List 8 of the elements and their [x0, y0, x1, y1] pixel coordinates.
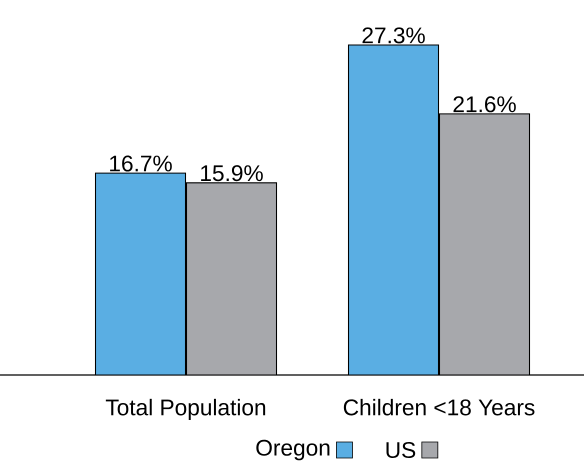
legend-label: US	[386, 442, 416, 458]
data-label: 27.3%	[362, 27, 425, 44]
x-tick-label: Total Population	[106, 398, 266, 420]
data-label: 21.6%	[454, 96, 516, 112]
x-tick-label: Children <18 Years	[344, 398, 534, 416]
legend-label: Oregon	[256, 440, 330, 460]
data-label: 16.7%	[110, 155, 172, 172]
data-label: 15.9%	[201, 165, 263, 182]
